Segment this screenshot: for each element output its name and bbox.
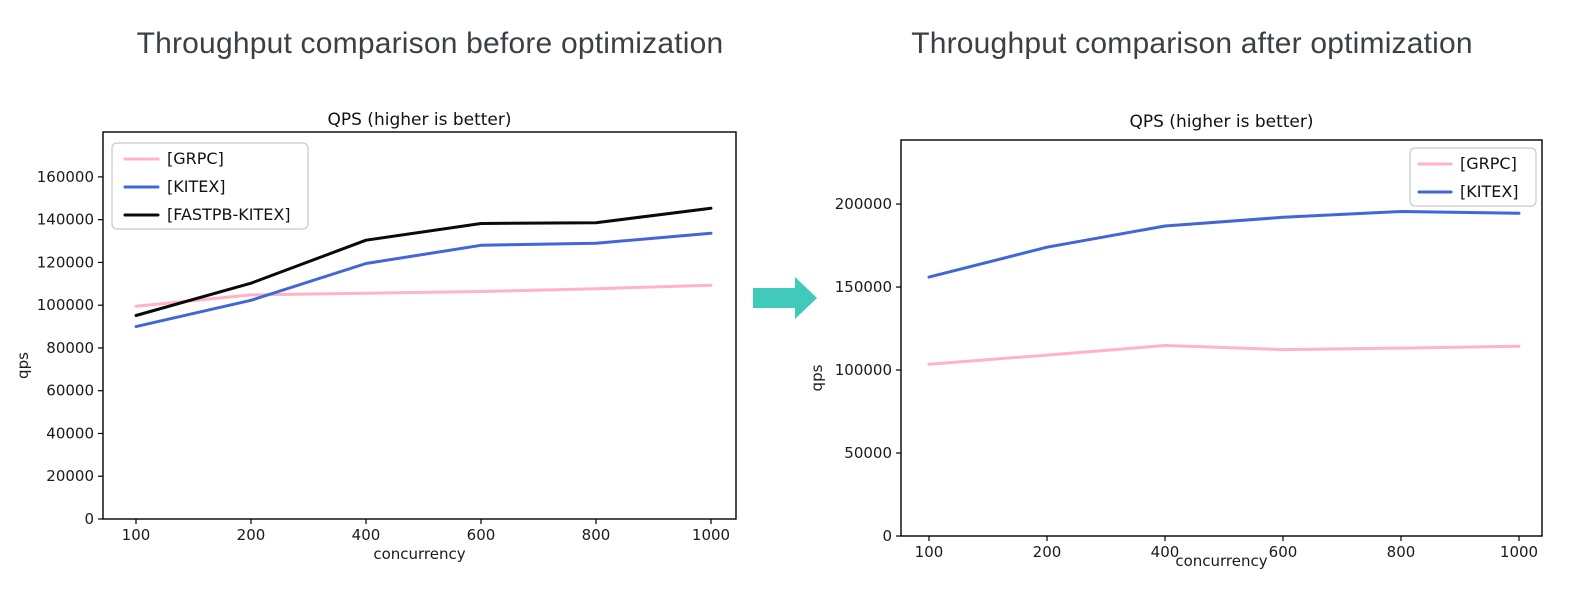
- before-line-grpc: [134, 283, 713, 308]
- after-x-tick-label: 200: [1033, 543, 1062, 561]
- before-x-tick-label: 200: [237, 526, 266, 544]
- after-y-tick-label: 50000: [844, 444, 892, 462]
- after-x-tick-label: 800: [1387, 543, 1416, 561]
- after-chart-title: QPS (higher is better): [1129, 112, 1313, 132]
- before-y-tick-label: 20000: [46, 467, 94, 485]
- before-y-tick-label: 120000: [37, 253, 94, 271]
- after-y-tick-label: 0: [882, 527, 892, 545]
- before-line-kitex: [134, 231, 713, 329]
- before-y-tick-label: 40000: [46, 424, 94, 442]
- after-legend-label: [GRPC]: [1460, 154, 1517, 173]
- before-y-tick-label: 80000: [46, 339, 94, 357]
- before-x-axis-label: concurrency: [373, 545, 465, 563]
- heading-after-optimization: Throughput comparison after optimization: [911, 27, 1473, 60]
- before-plot-frame: [102, 131, 737, 520]
- after-legend-label: [KITEX]: [1460, 182, 1519, 201]
- transition-arrow-icon: [753, 277, 817, 319]
- before-x-tick-label: 600: [467, 526, 496, 544]
- before-x-tick-label: 400: [352, 526, 381, 544]
- before-legend-label: [KITEX]: [167, 177, 226, 196]
- before-y-tick-label: 60000: [46, 382, 94, 400]
- after-y-tick-label: 100000: [835, 361, 892, 379]
- after-x-tick-label: 600: [1269, 543, 1298, 561]
- before-legend-label: [GRPC]: [167, 149, 224, 168]
- before-y-tick-label: 100000: [37, 296, 94, 314]
- before-y-tick-label: 0: [84, 510, 94, 528]
- before-line-fastpb-kitex: [134, 206, 713, 317]
- before-y-tick-label: 160000: [37, 168, 94, 186]
- after-y-axis-label: qps: [808, 364, 826, 391]
- before-x-tick-label: 100: [122, 526, 151, 544]
- after-y-tick-label: 150000: [835, 278, 892, 296]
- before-y-axis-label: qps: [14, 352, 32, 379]
- after-x-tick-label: 400: [1151, 543, 1180, 561]
- after-plot-frame: [900, 139, 1543, 537]
- before-x-tick-label: 1000: [692, 526, 730, 544]
- before-legend-label: [FASTPB-KITEX]: [167, 205, 291, 224]
- before-chart-title: QPS (higher is better): [327, 110, 511, 130]
- heading-before-optimization: Throughput comparison before optimizatio…: [136, 27, 724, 60]
- after-line-kitex: [927, 210, 1521, 279]
- after-x-tick-label: 1000: [1500, 543, 1538, 561]
- before-legend-box: [111, 142, 309, 230]
- after-y-tick-label: 200000: [835, 195, 892, 213]
- after-x-tick-label: 100: [915, 543, 944, 561]
- after-x-axis-label: concurrency: [1175, 552, 1267, 570]
- before-x-tick-label: 800: [582, 526, 611, 544]
- before-y-tick-label: 140000: [37, 211, 94, 229]
- after-line-grpc: [927, 344, 1521, 366]
